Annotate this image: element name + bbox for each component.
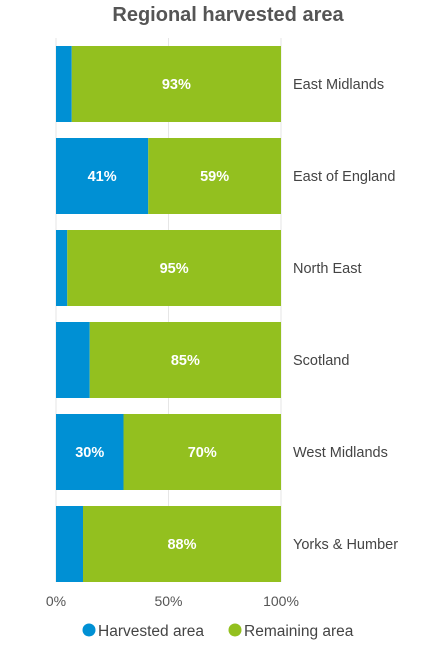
- bar-5-series-0[interactable]: [56, 506, 83, 582]
- bar-5-series-1[interactable]: [83, 506, 281, 582]
- bar-4-series-0[interactable]: [56, 414, 124, 490]
- category-label-5: Yorks & Humber: [293, 537, 398, 553]
- bar-1-series-1[interactable]: [148, 138, 281, 214]
- category-label-1: East of England: [293, 169, 395, 185]
- bar-1-series-0[interactable]: [56, 138, 149, 214]
- x-tick-label-1: 50%: [154, 593, 182, 609]
- data-label-3-1: 85%: [171, 353, 200, 369]
- legend-item-1[interactable]: Remaining area: [228, 623, 354, 640]
- data-label-4-0: 30%: [75, 445, 104, 461]
- data-label-5-1: 88%: [167, 537, 196, 553]
- category-label-4: West Midlands: [293, 445, 388, 461]
- data-label-1-1: 59%: [200, 169, 229, 185]
- bar-2-series-1[interactable]: [67, 230, 281, 306]
- category-labels: East Midlands East of England North East Sc…: [293, 77, 398, 553]
- bar-3-series-1[interactable]: [89, 322, 281, 398]
- legend-label-1: Remaining area: [244, 623, 354, 640]
- legend-item-0[interactable]: Harvested area: [82, 623, 205, 640]
- category-label-3: Scotland: [293, 353, 349, 369]
- data-label-4-1: 70%: [188, 445, 217, 461]
- bar-4-series-1[interactable]: [123, 414, 282, 490]
- category-label-0: East Midlands: [293, 77, 384, 93]
- x-tick-label-2: 100%: [263, 593, 299, 609]
- chart-title: Regional harvested area: [112, 4, 344, 26]
- data-label-2-1: 95%: [160, 261, 189, 277]
- category-label-2: North East: [293, 261, 362, 277]
- legend-marker-1: [228, 623, 242, 637]
- legend-label-0: Harvested area: [98, 623, 204, 640]
- legend[interactable]: Harvested area Remaining area: [82, 623, 354, 640]
- x-tick-label-0: 0%: [46, 593, 66, 609]
- x-axis: 0% 50% 100%: [46, 593, 299, 609]
- data-label-1-0: 41%: [88, 169, 117, 185]
- bar-0-series-0[interactable]: [56, 46, 72, 122]
- bars: 93% 41% 59% 95% 85% 30% 70% 88%: [56, 46, 281, 582]
- bar-2-series-0[interactable]: [56, 230, 68, 306]
- legend-marker-0: [82, 623, 96, 637]
- bar-3-series-0[interactable]: [56, 322, 90, 398]
- data-label-0-1: 93%: [162, 77, 191, 93]
- bar-0-series-1[interactable]: [71, 46, 281, 122]
- grid-lines: [55, 38, 282, 582]
